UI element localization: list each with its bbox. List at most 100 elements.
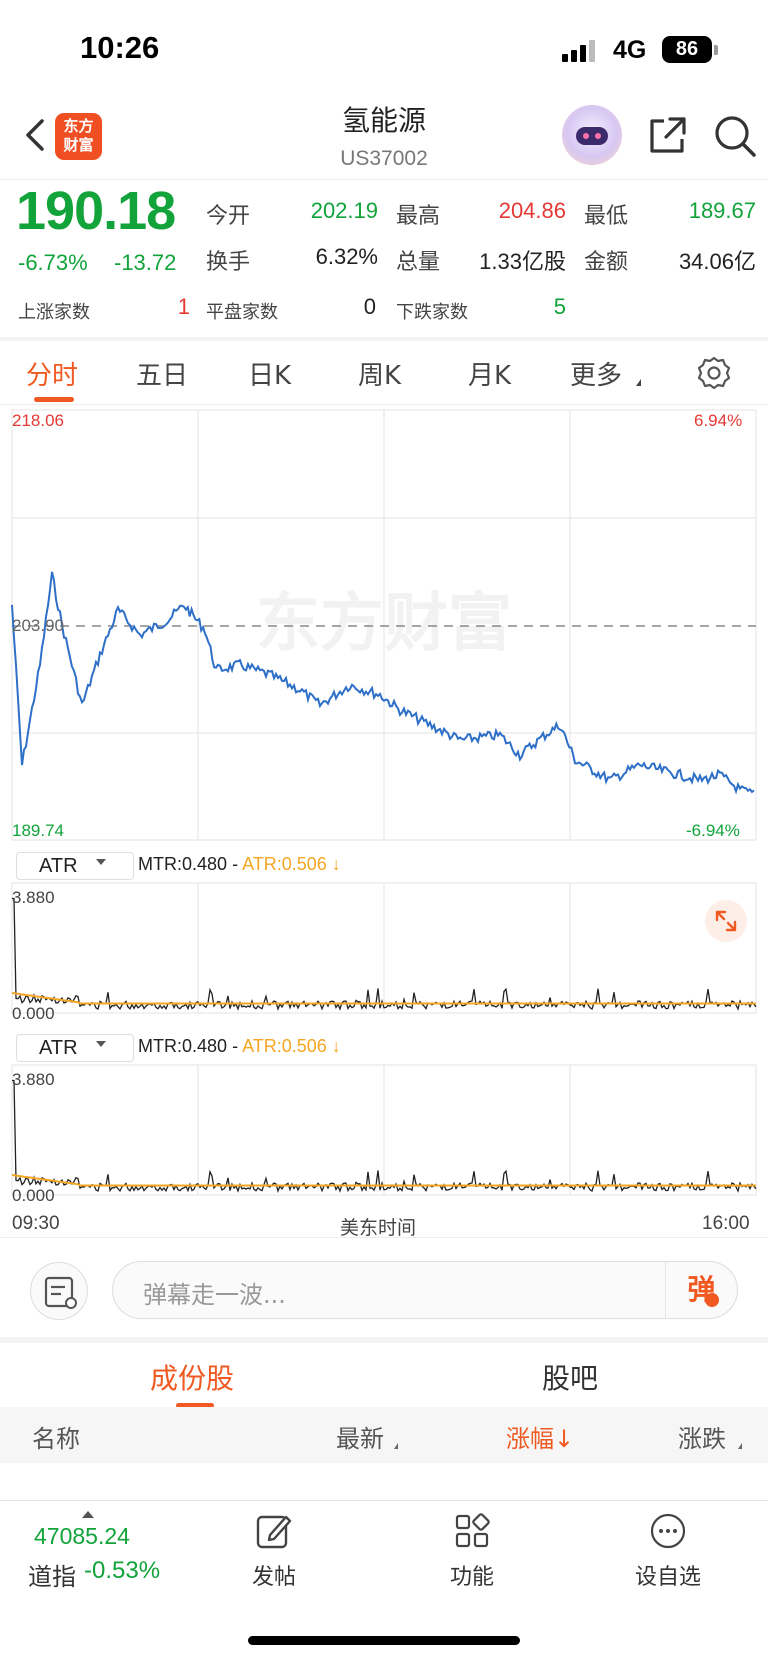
battery-icon: 86	[662, 36, 712, 63]
stock-code: US37002	[340, 147, 428, 170]
more-icon	[650, 1513, 686, 1549]
index-name[interactable]: 道指	[28, 1563, 76, 1591]
clock: 10:26	[80, 30, 160, 65]
stat-open: 202.19	[310, 198, 378, 223]
chart-high-pct: 6.94%	[694, 411, 743, 430]
expand-button[interactable]	[705, 900, 747, 942]
tab-more[interactable]: 更多	[570, 361, 623, 391]
last-price: 190.18	[16, 181, 176, 241]
bottom-bar: 47085.24 道指 -0.53% 发帖 功能 设自选	[0, 1500, 768, 1663]
danmaku-placeholder: 弹幕走一波...	[143, 1281, 286, 1309]
main-chart-grid	[11, 409, 757, 841]
sort-caret-icon	[738, 1443, 742, 1449]
add-watchlist-button[interactable]: 设自选	[608, 1511, 728, 1591]
tab-constituents[interactable]: 成份股	[150, 1362, 235, 1395]
danmaku-input[interactable]: 弹幕走一波... 弹	[112, 1261, 738, 1319]
col-change-pct[interactable]: 涨幅↓	[506, 1425, 575, 1453]
indicator-select-1[interactable]: ATR	[16, 852, 134, 880]
danmaku-send-button[interactable]: 弹	[665, 1262, 737, 1318]
search-icon[interactable]	[712, 113, 758, 159]
col-latest[interactable]: 最新	[336, 1425, 384, 1453]
count-flat: 0	[363, 294, 376, 319]
indicator-select-2[interactable]: ATR	[16, 1034, 134, 1062]
stat-label: 换手	[206, 250, 251, 275]
change-pct: -6.73%	[18, 250, 88, 275]
chart-low-price: 189.74	[12, 821, 64, 840]
add-watchlist-label: 设自选	[634, 1565, 701, 1590]
section-underline	[176, 1403, 214, 1408]
back-icon[interactable]	[18, 115, 54, 155]
stat-label: 总量	[396, 250, 441, 275]
indicator-values-1: MTR:0.480 - ATR:0.506 ↓	[138, 854, 341, 874]
stat-turnover: 6.32%	[315, 244, 378, 269]
atr-line-2	[11, 1174, 756, 1187]
app-logo[interactable]: 东方 财富	[55, 113, 102, 160]
assistant-robot-icon[interactable]	[562, 105, 622, 165]
index-change[interactable]: -0.53%	[84, 1557, 161, 1584]
chevron-down-icon	[96, 1041, 106, 1047]
watermark: 东方财富	[256, 587, 512, 661]
count-label: 上涨家数	[18, 302, 90, 323]
expand-icon	[715, 910, 737, 932]
count-label: 下跌家数	[396, 302, 468, 323]
home-indicator	[248, 1636, 520, 1645]
news-button[interactable]	[30, 1262, 88, 1320]
col-change[interactable]: 涨跌	[678, 1425, 726, 1453]
quote-panel: 190.18 -6.73% -13.72 今开 202.19 最高 204.86…	[0, 180, 768, 340]
stat-label: 金额	[584, 250, 629, 275]
period-tabs: 分时 五日 日K 周K 月K 更多	[0, 341, 768, 405]
index-value[interactable]: 47085.24	[34, 1523, 130, 1549]
atr1-max: 3.880	[12, 888, 55, 907]
battery-tip	[714, 45, 718, 55]
share-icon[interactable]	[644, 113, 690, 159]
edit-icon	[256, 1515, 292, 1549]
chart-high-price: 218.06	[12, 411, 64, 430]
price-line	[11, 571, 755, 795]
post-button[interactable]: 发帖	[214, 1511, 334, 1591]
count-up: 1	[177, 294, 190, 319]
tab-weekly-k[interactable]: 周K	[358, 361, 402, 391]
stat-low: 189.67	[688, 198, 756, 223]
status-bar: 10:26 4G 86	[0, 0, 768, 95]
atr2-max: 3.880	[12, 1070, 55, 1089]
sort-caret-icon	[394, 1443, 398, 1449]
indicator-bar-2: ATR MTR:0.480 - ATR:0.506 ↓	[0, 1030, 768, 1066]
post-label: 发帖	[251, 1565, 296, 1590]
stat-label: 今开	[206, 204, 251, 229]
tab-underline	[34, 397, 74, 402]
table-header: 名称 最新 涨幅↓ 涨跌	[0, 1407, 768, 1463]
time-zone-label: 美东时间	[340, 1218, 417, 1239]
tab-daily-k[interactable]: 日K	[248, 361, 292, 391]
grid-icon	[455, 1513, 490, 1548]
stat-volume: 1.33亿股	[479, 249, 566, 274]
check-badge-icon	[705, 1293, 719, 1307]
tab-monthly-k[interactable]: 月K	[468, 361, 512, 391]
atr-panel-1-grid	[11, 882, 757, 1014]
news-icon	[44, 1276, 77, 1309]
col-name[interactable]: 名称	[32, 1425, 80, 1453]
settings-icon[interactable]	[696, 355, 732, 391]
comment-bar: 弹幕走一波... 弹	[0, 1237, 768, 1337]
time-end: 16:00	[702, 1213, 750, 1234]
indicator-bar-1: ATR MTR:0.480 - ATR:0.506 ↓	[0, 848, 768, 884]
tab-forum[interactable]: 股吧	[542, 1362, 599, 1395]
signal-icon	[562, 40, 598, 62]
tab-intraday[interactable]: 分时	[26, 361, 79, 391]
atr1-min: 0.000	[12, 1004, 55, 1023]
intraday-chart[interactable]: 东方财富	[0, 405, 768, 1205]
header: 东方 财富 氢能源 US37002	[0, 95, 768, 180]
tab-five-day[interactable]: 五日	[136, 361, 189, 391]
stat-label: 最高	[396, 204, 441, 229]
atr2-min: 0.000	[12, 1186, 55, 1205]
page-title: 氢能源	[341, 104, 426, 137]
stat-amount: 34.06亿	[678, 249, 756, 274]
chart-low-pct: -6.94%	[686, 821, 740, 840]
change-abs: -13.72	[114, 250, 177, 275]
function-button[interactable]: 功能	[412, 1511, 532, 1591]
count-label: 平盘家数	[206, 302, 278, 323]
chart-prev-close: 203.90	[12, 616, 64, 635]
indicator-values-2: MTR:0.480 - ATR:0.506 ↓	[138, 1036, 341, 1056]
divider	[0, 337, 768, 341]
chevron-up-icon[interactable]	[82, 1511, 94, 1518]
chevron-down-icon	[96, 859, 106, 865]
